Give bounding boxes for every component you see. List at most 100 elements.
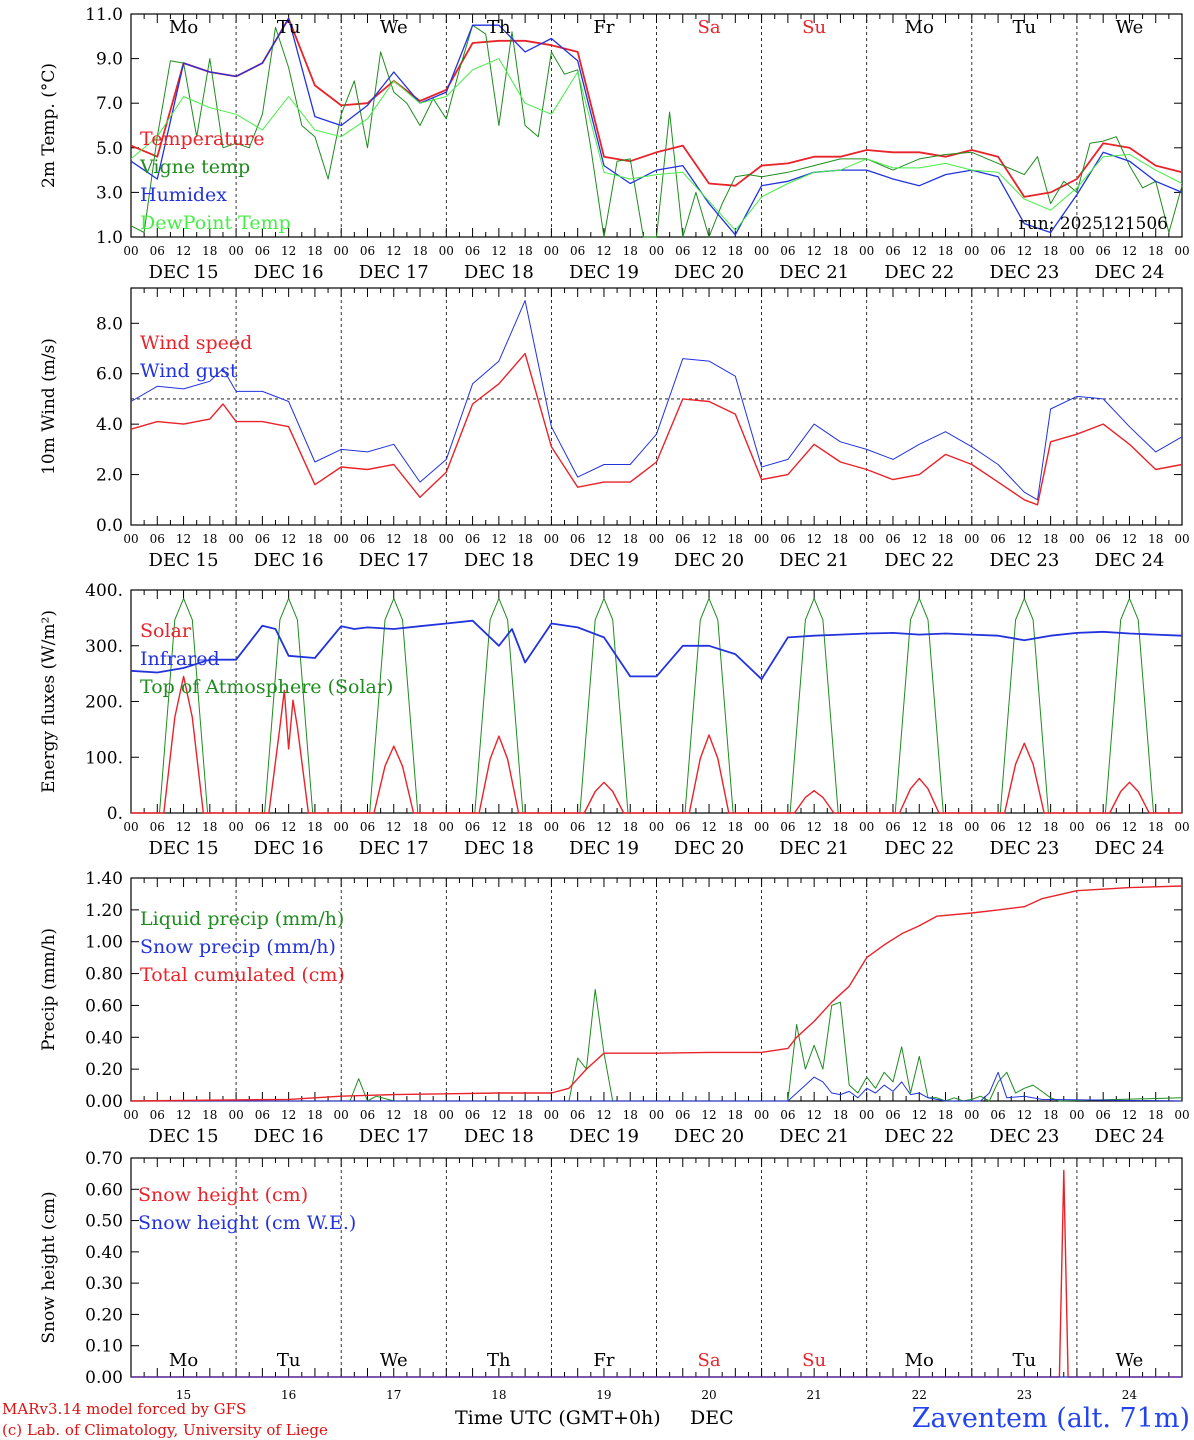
temp-hour-label: 06 (780, 244, 795, 258)
wind-date-label: DEC 21 (779, 550, 849, 571)
energy-hour-label: 18 (1148, 820, 1163, 834)
wind-hour-label: 18 (412, 532, 427, 546)
snow-day-number-label: 22 (912, 1388, 927, 1402)
energy-hour-label: 18 (412, 820, 427, 834)
day-name-label: Th (487, 17, 511, 38)
temp-hour-label: 06 (990, 244, 1005, 258)
temp-hour-label: 12 (491, 244, 506, 258)
wind-hour-label: 12 (1017, 532, 1032, 546)
snow-day-name-label: Su (802, 1350, 826, 1371)
energy-hour-label: 06 (255, 820, 270, 834)
snow-y-tick-label: 0.00 (85, 1368, 123, 1388)
x-axis-label: Time UTC (GMT+0h) (455, 1407, 661, 1429)
snow-day-name-label: Mo (905, 1350, 934, 1371)
wind-hour-label: 06 (150, 532, 165, 546)
snow-day-name-label: Fr (593, 1350, 614, 1371)
precip-hour-label: 18 (307, 1108, 322, 1122)
energy-hour-label: 18 (1043, 820, 1058, 834)
precip-hour-label: 12 (1017, 1108, 1032, 1122)
temp-y-tick-label: 7.0 (96, 94, 123, 114)
footer-credit-label: (c) Lab. of Climatology, University of L… (2, 1421, 328, 1439)
snow-day-name-label: Tu (1013, 1350, 1037, 1371)
temp-hour-label: 12 (596, 244, 611, 258)
precip-legend-snow-precip-mm-h-: Snow precip (mm/h) (140, 936, 336, 958)
temp-date-label: DEC 17 (359, 262, 429, 283)
precip-hour-label: 06 (1096, 1108, 1111, 1122)
wind-date-label: DEC 17 (359, 550, 429, 571)
wind-hour-label: 00 (1174, 532, 1189, 546)
precip-hour-label: 00 (754, 1108, 769, 1122)
day-name-label: Fr (593, 17, 614, 38)
energy-hour-label: 18 (938, 820, 953, 834)
precip-y-tick-label: 1.00 (85, 933, 123, 953)
snow-day-name-label: Mo (169, 1350, 198, 1371)
temp-series-humidex (130, 17, 1183, 236)
temp-hour-label: 06 (465, 244, 480, 258)
precip-hour-label: 06 (150, 1108, 165, 1122)
temp-date-label: DEC 20 (674, 262, 744, 283)
energy-date-label: DEC 16 (254, 838, 324, 859)
temp-hour-label: 00 (649, 244, 664, 258)
temp-date-label: DEC 16 (254, 262, 324, 283)
snow-day-number-label: 21 (807, 1388, 822, 1402)
wind-hour-label: 06 (360, 532, 375, 546)
precip-hour-label: 18 (623, 1108, 638, 1122)
temp-date-label: DEC 21 (779, 262, 849, 283)
temp-hour-label: 00 (1174, 244, 1189, 258)
wind-hour-label: 12 (596, 532, 611, 546)
wind-date-label: DEC 22 (884, 550, 954, 571)
wind-ylabel: 10m Wind (m/s) (39, 338, 59, 475)
energy-hour-label: 12 (386, 820, 401, 834)
wind-hour-label: 12 (176, 532, 191, 546)
snow-day-number-label: 23 (1017, 1388, 1032, 1402)
temp-y-tick-label: 11.0 (85, 5, 123, 25)
snow-day-name-label: Th (487, 1350, 511, 1371)
station-title: Zaventem (alt. 71m) (912, 1403, 1190, 1434)
wind-hour-label: 00 (1069, 532, 1084, 546)
wind-legend-wind-speed: Wind speed (140, 332, 252, 354)
precip-date-label: DEC 24 (1094, 1126, 1164, 1147)
temp-hour-label: 06 (255, 244, 270, 258)
temp-date-label: DEC 23 (989, 262, 1059, 283)
snow-y-tick-label: 0.40 (85, 1243, 123, 1263)
energy-hour-label: 12 (176, 820, 191, 834)
precip-hour-label: 00 (1069, 1108, 1084, 1122)
snow-day-name-label: Sa (698, 1350, 721, 1371)
snow-day-number-label: 24 (1122, 1388, 1138, 1402)
precip-series-liquid-precip-mm-h- (131, 989, 1183, 1102)
day-name-label: Su (802, 17, 826, 38)
snow-day-number-label: 19 (596, 1388, 611, 1402)
precip-hour-label: 12 (386, 1108, 401, 1122)
wind-hour-label: 00 (754, 532, 769, 546)
wind-y-tick-label: 6.0 (96, 365, 123, 385)
temp-hour-label: 12 (701, 244, 716, 258)
wind-frame (130, 287, 1183, 526)
precip-hour-label: 18 (202, 1108, 217, 1122)
precip-date-label: DEC 16 (254, 1126, 324, 1147)
energy-date-label: DEC 23 (989, 838, 1059, 859)
energy-series-infrared (130, 619, 1183, 681)
wind-hour-label: 18 (202, 532, 217, 546)
temp-hour-label: 06 (1096, 244, 1111, 258)
energy-hour-label: 00 (1069, 820, 1084, 834)
wind-date-label: DEC 24 (1094, 550, 1164, 571)
temp-hour-label: 12 (912, 244, 927, 258)
precip-hour-label: 00 (1174, 1108, 1189, 1122)
wind-hour-label: 06 (780, 532, 795, 546)
wind-hour-label: 00 (439, 532, 454, 546)
wind-y-tick-label: 4.0 (96, 415, 123, 435)
energy-hour-label: 12 (596, 820, 611, 834)
snow-day-number-label: 16 (281, 1388, 296, 1402)
temp-hour-label: 18 (412, 244, 427, 258)
precip-hour-label: 06 (780, 1108, 795, 1122)
precip-y-tick-label: 0.60 (85, 996, 123, 1016)
temp-hour-label: 12 (281, 244, 296, 258)
precip-ylabel: Precip (mm/h) (39, 928, 59, 1051)
temp-hour-label: 18 (517, 244, 532, 258)
precip-hour-label: 18 (1148, 1108, 1163, 1122)
snow-day-name-label: We (1116, 1350, 1144, 1371)
energy-hour-label: 18 (728, 820, 743, 834)
precip-hour-label: 06 (360, 1108, 375, 1122)
wind-hour-label: 00 (544, 532, 559, 546)
energy-hour-label: 18 (202, 820, 217, 834)
